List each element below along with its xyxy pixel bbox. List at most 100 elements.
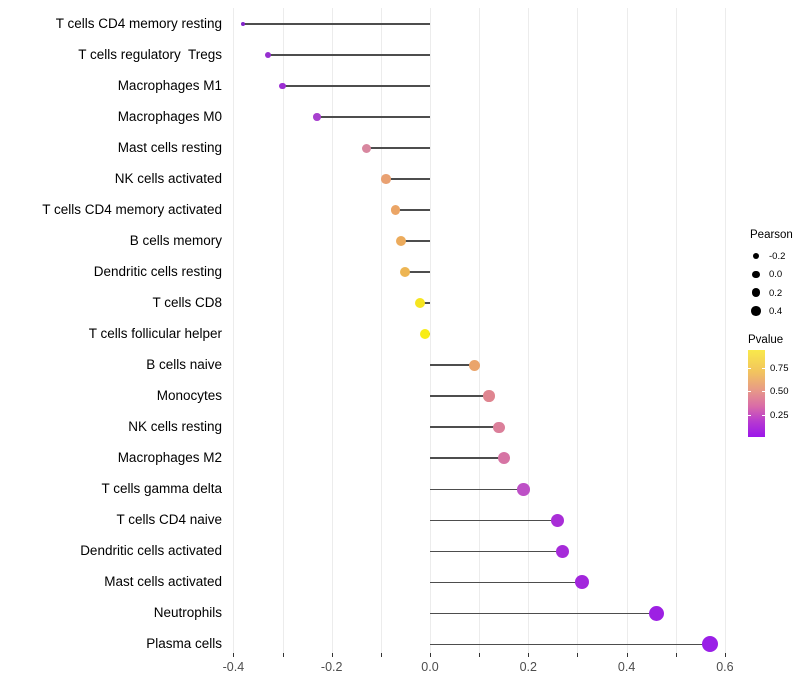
category-label: T cells regulatory Tregs <box>78 47 222 63</box>
data-point <box>414 297 426 309</box>
axis-tick <box>577 653 578 657</box>
lollipop-stem <box>430 395 489 398</box>
lollipop-stem <box>430 364 475 366</box>
axis-tick <box>283 653 284 657</box>
lollipop-stem <box>430 550 563 553</box>
lollipop-stem <box>430 457 504 460</box>
gradient-tick <box>762 391 765 393</box>
gradient-tick <box>762 368 765 369</box>
data-point <box>279 82 286 90</box>
gridline <box>528 8 529 653</box>
category-label: Macrophages M0 <box>117 109 222 125</box>
category-label: Plasma cells <box>146 636 222 652</box>
category-label: Dendritic cells resting <box>93 264 222 280</box>
lollipop-stem <box>243 23 430 25</box>
axis-tick <box>627 653 628 657</box>
category-label: Mast cells resting <box>117 140 222 156</box>
gridline <box>283 8 284 653</box>
lollipop-stem <box>385 178 430 180</box>
category-label: Neutrophils <box>153 605 222 621</box>
category-label: T cells CD8 <box>152 295 222 311</box>
x-tick-label: 0.2 <box>519 660 537 674</box>
gridline <box>676 8 677 653</box>
category-label: Macrophages M2 <box>117 450 222 466</box>
lollipop-stem <box>430 643 711 646</box>
axis-tick <box>676 653 677 657</box>
category-label: T cells CD4 memory resting <box>55 16 222 31</box>
legend-pvalue-label: 0.50 <box>770 386 789 398</box>
data-point <box>240 21 246 27</box>
category-label: NK cells activated <box>114 171 222 187</box>
lollipop-stem <box>405 271 430 273</box>
gridline <box>430 8 431 653</box>
legend-pearson-title: Pearson <box>750 229 793 241</box>
legend-size-dot <box>751 288 761 297</box>
lollipop-stem <box>430 581 583 584</box>
gradient-tick <box>748 368 751 369</box>
legend-pvalue-label: 0.75 <box>770 363 789 374</box>
data-point <box>517 483 530 496</box>
category-label: NK cells resting <box>128 419 222 435</box>
gradient-tick <box>748 414 751 416</box>
x-tick-label: 0.6 <box>716 660 734 674</box>
gridline <box>627 8 628 653</box>
gridline <box>381 8 382 653</box>
data-point <box>648 605 664 621</box>
legend-size-dot <box>753 253 759 259</box>
legend-size-dot <box>752 270 760 279</box>
category-label: T cells CD4 naive <box>116 512 222 528</box>
data-point <box>395 236 406 247</box>
lollipop-stem <box>430 612 657 615</box>
axis-tick <box>430 653 431 657</box>
axis-tick <box>381 653 382 657</box>
axis-tick <box>479 653 480 657</box>
data-point <box>264 52 271 59</box>
data-point <box>551 513 565 527</box>
legend-size-label: -0.2 <box>769 251 786 262</box>
lollipop-stem <box>430 519 558 522</box>
axis-tick <box>725 653 726 657</box>
legend-size-label: 0.4 <box>769 305 783 317</box>
axis-tick <box>233 653 234 657</box>
data-point <box>493 421 505 433</box>
gridline <box>332 8 333 653</box>
category-label: B cells naive <box>146 357 222 373</box>
data-point <box>702 636 719 653</box>
category-label: T cells gamma delta <box>101 481 222 497</box>
category-label: T cells CD4 memory activated <box>42 202 222 218</box>
legend-pvalue-title: Pvalue <box>748 334 784 346</box>
lollipop-stem <box>420 302 430 304</box>
x-tick-label: 0.4 <box>617 660 636 674</box>
lollipop-stem <box>400 240 430 242</box>
lollipop-stem <box>316 116 430 118</box>
category-label: Mast cells activated <box>104 574 222 590</box>
lollipop-stem <box>430 426 499 429</box>
category-label: T cells follicular helper <box>88 326 222 342</box>
legend-size-dot <box>751 306 761 316</box>
gradient-tick <box>748 391 751 393</box>
legend-size-label: 0.2 <box>769 287 783 299</box>
gridline <box>233 8 234 653</box>
data-point <box>497 452 510 465</box>
lollipop-stem <box>267 54 430 56</box>
data-point <box>400 267 411 278</box>
data-point <box>483 390 495 402</box>
data-point <box>361 143 371 153</box>
axis-tick <box>528 653 529 657</box>
x-tick-label: -0.4 <box>222 660 245 674</box>
axis-tick <box>332 653 333 657</box>
lollipop-stem <box>430 488 524 491</box>
legend-size-label: 0.0 <box>769 269 783 281</box>
data-point <box>390 205 401 215</box>
x-tick-label: -0.2 <box>320 660 343 674</box>
data-point <box>468 359 480 371</box>
category-label: Dendritic cells activated <box>80 543 222 559</box>
category-label: Monocytes <box>156 388 222 404</box>
data-point <box>555 544 570 559</box>
gridline <box>479 8 480 653</box>
category-label: Macrophages M1 <box>117 78 222 94</box>
lollipop-stem <box>366 147 430 149</box>
lollipop-stem <box>395 209 430 211</box>
x-tick-label: 0.0 <box>421 660 439 674</box>
